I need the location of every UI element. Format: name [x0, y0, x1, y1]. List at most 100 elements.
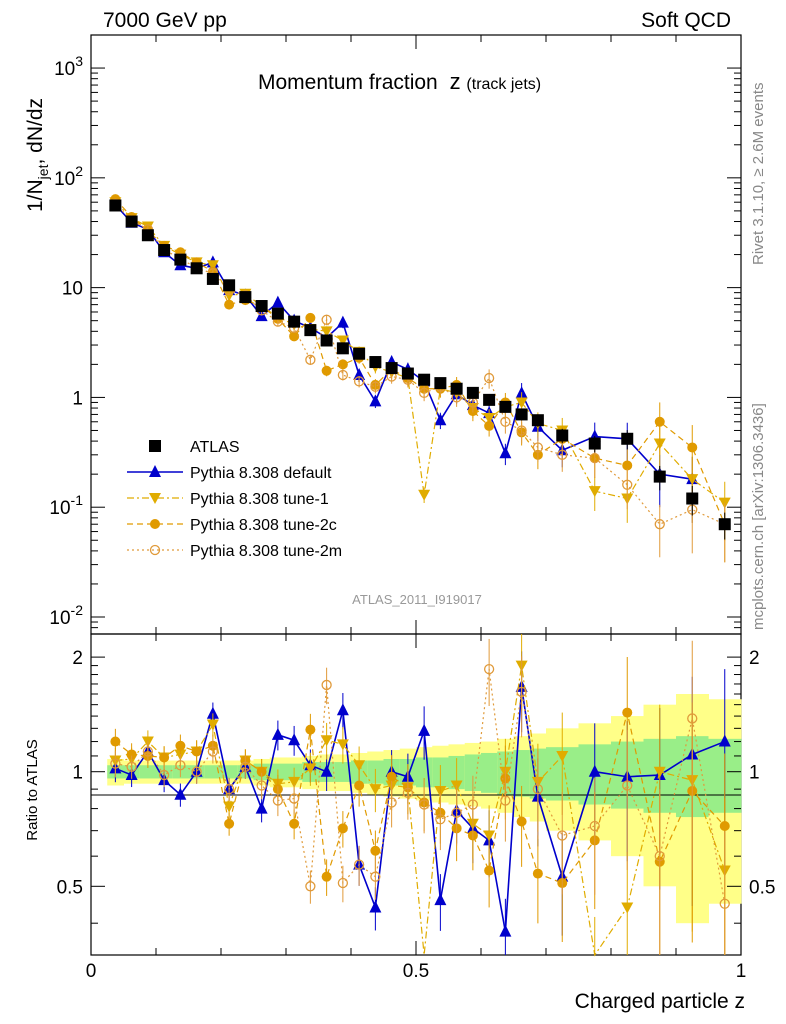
ratio-point [271, 727, 284, 740]
data-point [418, 373, 431, 386]
ratio-point [320, 735, 333, 747]
ratio-point [483, 830, 496, 842]
data-point [434, 377, 447, 390]
ratio-point [256, 780, 267, 791]
ratio-point [369, 784, 382, 796]
y-tick-label: 10-1 [49, 492, 83, 519]
data-point [288, 315, 301, 328]
data-point [718, 518, 731, 531]
ratio-point [353, 760, 366, 772]
y-tick-label: 102 [54, 163, 83, 190]
data-point [370, 381, 381, 392]
data-point [687, 442, 698, 453]
ratio-point [206, 706, 219, 719]
data-point [654, 519, 665, 530]
legend-marker [149, 440, 161, 452]
ratio-point [719, 821, 730, 832]
data-point [588, 486, 601, 498]
ratio-point [256, 766, 267, 777]
ratio-y-axis-label: Ratio to ATLAS [24, 739, 41, 840]
ratio-point [653, 766, 666, 778]
ratio-point [158, 769, 170, 781]
legend-label: ATLAS [190, 439, 240, 456]
y-tick-base: 10 [54, 169, 75, 190]
legend-label: Pythia 8.308 tune-2c [190, 517, 337, 534]
ratio-point [142, 746, 154, 757]
ratio-point [223, 783, 235, 795]
ratio-point [589, 820, 600, 832]
ratio-point [435, 814, 446, 825]
ratio-tick-label: 1 [72, 763, 83, 784]
data-point [621, 432, 634, 445]
y-axis-label-main: 1/N [24, 179, 47, 212]
data-point [499, 446, 512, 459]
data-point [434, 413, 447, 426]
legend-item: Pythia 8.308 tune-2c [127, 517, 337, 534]
data-point [500, 416, 511, 427]
data-point [304, 324, 317, 337]
data-point [141, 229, 154, 242]
header-right: Soft QCD [641, 9, 731, 32]
legend-item: Pythia 8.308 tune-2m [127, 543, 342, 560]
y-axis-label-tail: , dN/dz [24, 98, 47, 165]
ratio-point [386, 797, 397, 808]
ratio-point [654, 851, 665, 862]
ratio-point [110, 736, 121, 747]
data-point [718, 497, 731, 509]
ratio-point [557, 830, 568, 841]
ratio-point [499, 924, 512, 937]
ratio-point [223, 801, 236, 813]
data-point [401, 367, 414, 380]
data-point [466, 386, 479, 399]
ratio-point [556, 750, 569, 762]
legend-marker [149, 544, 161, 556]
stat-uncertainty-band [139, 765, 157, 779]
data-point [337, 369, 349, 381]
data-point [239, 291, 252, 304]
header-left: 7000 GeV pp [103, 9, 227, 32]
ratio-point [353, 859, 365, 870]
data-point [337, 359, 348, 370]
ratio-point [272, 795, 284, 806]
rivet-version-label: Rivet 3.1.10, ≥ 2.6M events [750, 83, 767, 266]
ratio-point [370, 845, 381, 856]
data-point [369, 394, 382, 407]
y-tick-exponent: 2 [75, 163, 83, 179]
plot-title: Momentum fraction z (track jets) [258, 69, 541, 94]
legend-marker [149, 465, 161, 477]
ratio-point [207, 746, 219, 757]
ratio-point [418, 723, 431, 736]
ratio-point [288, 793, 300, 804]
plot-title-text: Momentum fraction [258, 71, 438, 94]
ratio-point [622, 780, 633, 791]
data-point [353, 376, 365, 387]
legend-marker [149, 493, 161, 504]
ratio-point [288, 733, 301, 746]
ratio-point [336, 703, 349, 716]
ratio-point [434, 893, 447, 906]
ratio-point [467, 799, 479, 810]
ratio-point [484, 865, 495, 876]
ratio-point [402, 787, 414, 798]
ratio-point [622, 707, 633, 718]
ratio-point [206, 719, 219, 731]
data-point [321, 314, 332, 325]
data-point [336, 335, 349, 347]
data-point [622, 460, 633, 471]
legend-item: Pythia 8.308 default [127, 465, 332, 482]
data-point [532, 442, 544, 453]
data-point [589, 452, 600, 464]
data-point [622, 479, 633, 490]
ratio-point [370, 871, 381, 882]
stat-uncertainty-band [204, 765, 222, 779]
data-point [653, 470, 666, 483]
ratio-point [354, 780, 365, 791]
ratio-point [159, 752, 170, 763]
ratio-point [191, 766, 202, 777]
data-point [305, 312, 316, 323]
stat-uncertainty-band [481, 752, 498, 793]
ratio-point [321, 679, 332, 691]
data-point [336, 315, 349, 328]
ratio-point [224, 818, 235, 829]
